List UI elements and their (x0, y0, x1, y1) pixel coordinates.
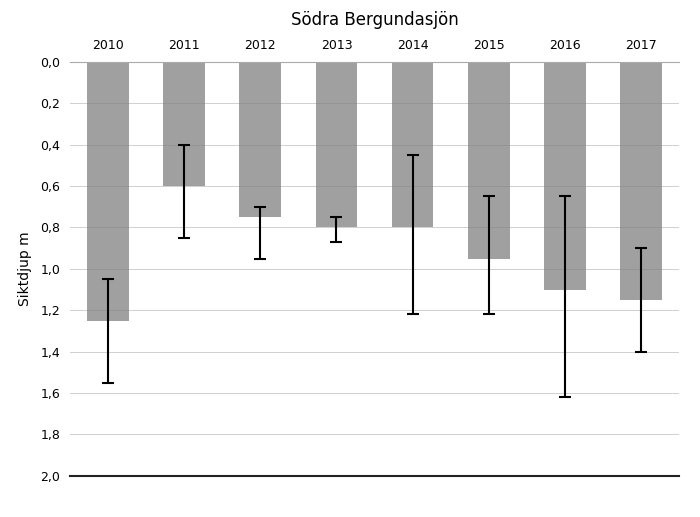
Bar (87, 62, 129, 321)
Y-axis label: Siktdjup m: Siktdjup m (18, 232, 32, 306)
Title: Södra Bergundasjön: Södra Bergundasjön (290, 11, 458, 29)
Bar (316, 62, 358, 227)
Bar (163, 62, 205, 186)
Bar (391, 62, 433, 227)
Bar (620, 62, 662, 300)
Bar (468, 62, 510, 258)
Bar (544, 62, 586, 290)
Bar (239, 62, 281, 217)
